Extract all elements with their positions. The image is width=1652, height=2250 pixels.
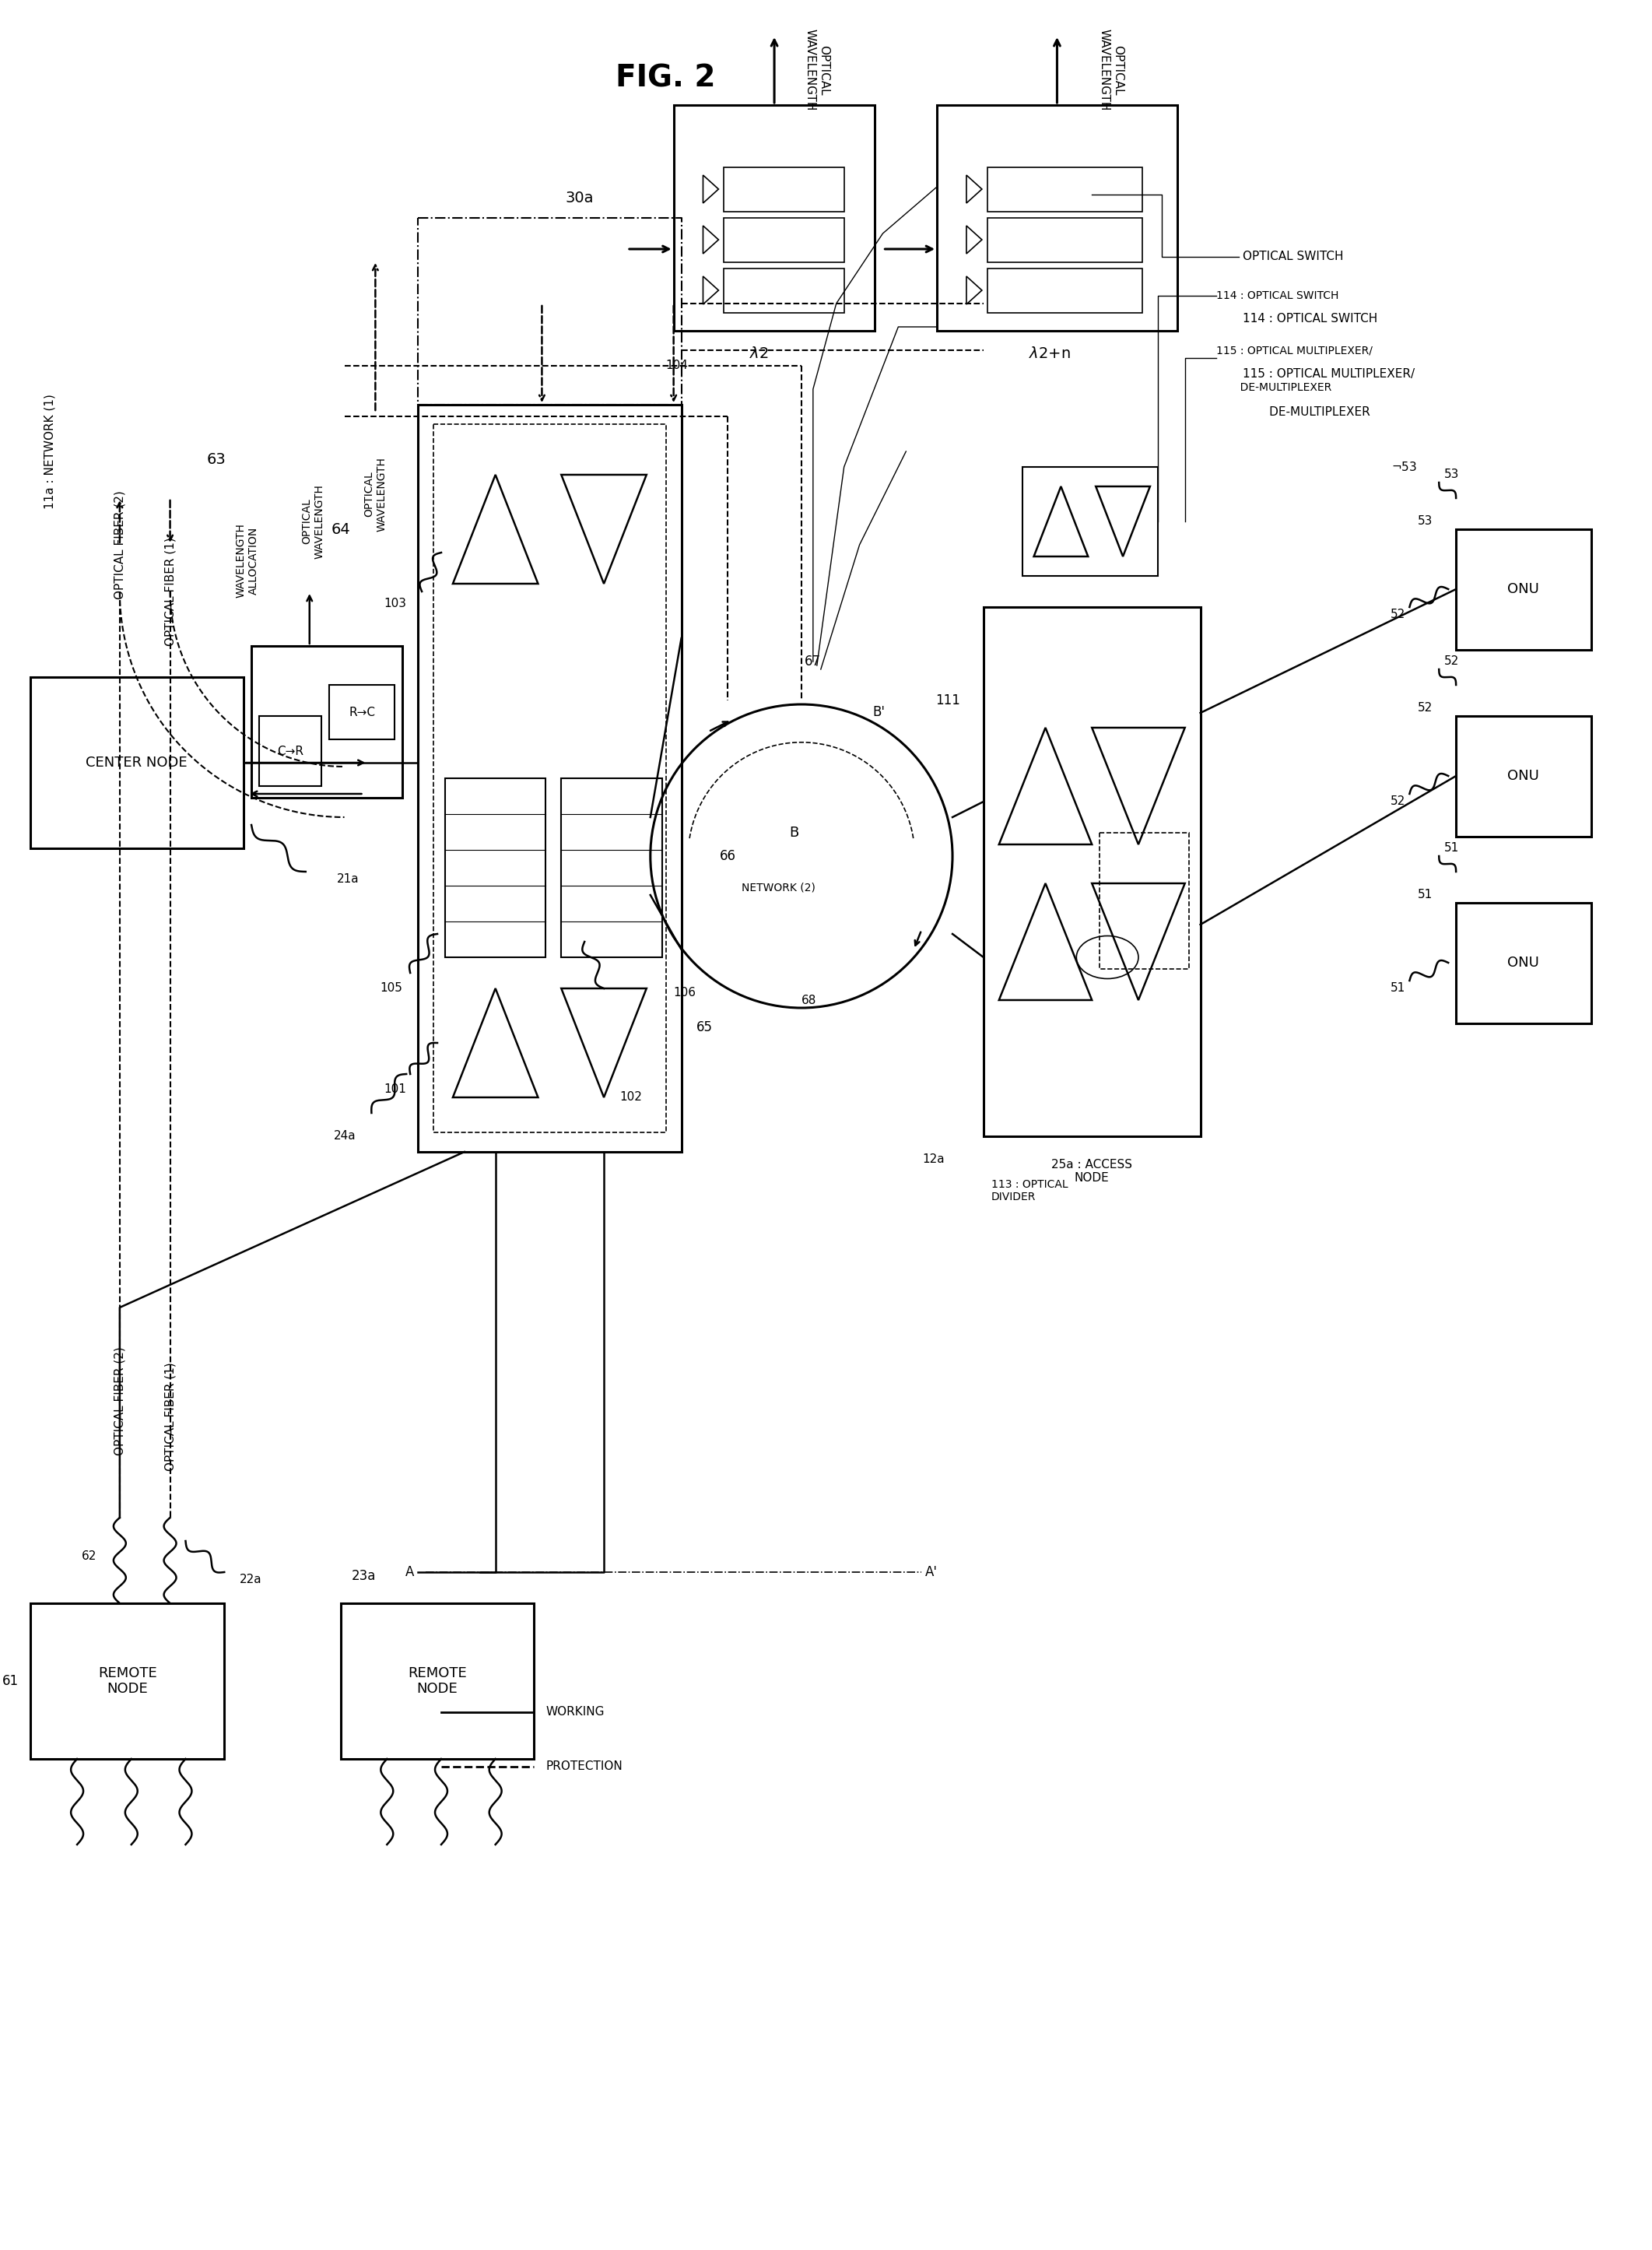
Bar: [1455, 902, 1591, 1024]
Bar: [259, 716, 320, 785]
Text: 52: 52: [1444, 655, 1459, 668]
Text: OPTICAL
WAVELENGTH: OPTICAL WAVELENGTH: [363, 457, 387, 531]
Text: OPTICAL SWITCH: OPTICAL SWITCH: [1242, 252, 1343, 263]
Text: FIG. 2: FIG. 2: [616, 63, 715, 92]
Text: CENTER NODE: CENTER NODE: [86, 756, 188, 770]
Text: OPTICAL FIBER (1): OPTICAL FIBER (1): [164, 1361, 175, 1472]
Text: 67: 67: [805, 655, 821, 668]
Bar: [724, 268, 844, 313]
Text: $\lambda$2+n: $\lambda$2+n: [1029, 346, 1070, 362]
Text: OPTICAL FIBER (2): OPTICAL FIBER (2): [114, 1346, 126, 1456]
Text: 52: 52: [1391, 796, 1406, 808]
Text: REMOTE
NODE: REMOTE NODE: [97, 1665, 157, 1697]
Text: C→R: C→R: [278, 745, 304, 756]
Text: 51: 51: [1444, 842, 1459, 855]
Bar: [1455, 529, 1591, 650]
Bar: [31, 677, 243, 848]
Text: $\lambda$2: $\lambda$2: [748, 346, 768, 362]
Text: 104: 104: [666, 360, 689, 371]
Text: 111: 111: [935, 693, 960, 706]
Text: 68: 68: [801, 995, 816, 1006]
Text: 25a : ACCESS
NODE: 25a : ACCESS NODE: [1051, 1159, 1132, 1184]
Text: 22a: 22a: [240, 1575, 263, 1586]
Bar: [251, 646, 403, 799]
Bar: [724, 218, 844, 263]
Bar: [418, 405, 681, 1152]
Text: 11a : NETWORK (1): 11a : NETWORK (1): [45, 394, 56, 508]
Text: NETWORK (2): NETWORK (2): [742, 882, 814, 893]
Text: 30a: 30a: [565, 191, 593, 205]
Text: WAVELENGTH
ALLOCATION: WAVELENGTH ALLOCATION: [236, 522, 259, 598]
Bar: [1100, 833, 1189, 970]
Text: 114 : OPTICAL SWITCH: 114 : OPTICAL SWITCH: [1242, 313, 1378, 324]
Text: A': A': [925, 1566, 938, 1580]
Text: 102: 102: [620, 1091, 643, 1102]
Text: R→C: R→C: [349, 706, 375, 718]
Text: DE-MULTIPLEXER: DE-MULTIPLEXER: [1216, 383, 1332, 394]
Bar: [674, 106, 876, 331]
Bar: [983, 608, 1201, 1136]
Text: 23a: 23a: [352, 1568, 377, 1584]
Text: PROTECTION: PROTECTION: [545, 1762, 623, 1773]
Text: DE-MULTIPLEXER: DE-MULTIPLEXER: [1242, 407, 1371, 418]
Text: 52: 52: [1391, 610, 1406, 621]
Text: 101: 101: [383, 1084, 406, 1096]
Bar: [562, 778, 662, 956]
Bar: [340, 1604, 534, 1760]
Text: WORKING: WORKING: [545, 1706, 605, 1719]
Text: 53: 53: [1417, 515, 1432, 526]
Bar: [1455, 716, 1591, 837]
Text: OPTICAL
WAVELENGTH: OPTICAL WAVELENGTH: [302, 484, 325, 558]
Bar: [988, 268, 1142, 313]
Text: OPTICAL FIBER (1): OPTICAL FIBER (1): [164, 538, 175, 646]
Text: 51: 51: [1417, 889, 1432, 900]
Text: ONU: ONU: [1508, 770, 1540, 783]
Text: 113 : OPTICAL
DIVIDER: 113 : OPTICAL DIVIDER: [991, 1179, 1067, 1202]
Text: 65: 65: [697, 1019, 712, 1035]
Text: 21a: 21a: [337, 873, 358, 884]
Bar: [937, 106, 1178, 331]
Text: OPTICAL
WAVELENGTH: OPTICAL WAVELENGTH: [1099, 29, 1123, 110]
Text: OPTICAL FIBER (2): OPTICAL FIBER (2): [114, 490, 126, 598]
Text: 66: 66: [720, 848, 737, 864]
Text: 62: 62: [81, 1550, 96, 1562]
Text: 51: 51: [1391, 983, 1406, 994]
Text: 115 : OPTICAL MULTIPLEXER/: 115 : OPTICAL MULTIPLEXER/: [1216, 344, 1373, 356]
Text: B': B': [872, 704, 885, 720]
Text: 24a: 24a: [334, 1130, 355, 1143]
Text: ONU: ONU: [1508, 583, 1540, 596]
Text: 106: 106: [674, 986, 695, 999]
Text: A: A: [405, 1566, 415, 1580]
Bar: [988, 218, 1142, 263]
Text: 115 : OPTICAL MULTIPLEXER/: 115 : OPTICAL MULTIPLEXER/: [1242, 367, 1416, 380]
Bar: [433, 425, 666, 1132]
Bar: [1023, 468, 1158, 576]
Text: 103: 103: [383, 596, 406, 610]
Text: 52: 52: [1417, 702, 1432, 713]
Bar: [31, 1604, 225, 1760]
Text: 64: 64: [330, 522, 350, 535]
Bar: [329, 684, 395, 740]
Bar: [444, 778, 545, 956]
Bar: [988, 166, 1142, 212]
Text: REMOTE
NODE: REMOTE NODE: [408, 1665, 468, 1697]
Text: 61: 61: [3, 1674, 20, 1688]
Text: B: B: [790, 826, 798, 839]
Text: $\neg$53: $\neg$53: [1391, 461, 1417, 473]
Text: 105: 105: [380, 983, 403, 994]
Text: 63: 63: [206, 452, 226, 466]
Text: ONU: ONU: [1508, 956, 1540, 970]
Text: 53: 53: [1444, 468, 1459, 482]
Text: 12a: 12a: [922, 1154, 945, 1166]
Text: OPTICAL
WAVELENGTH: OPTICAL WAVELENGTH: [805, 29, 829, 110]
Text: 114 : OPTICAL SWITCH: 114 : OPTICAL SWITCH: [1216, 290, 1338, 302]
Bar: [724, 166, 844, 212]
